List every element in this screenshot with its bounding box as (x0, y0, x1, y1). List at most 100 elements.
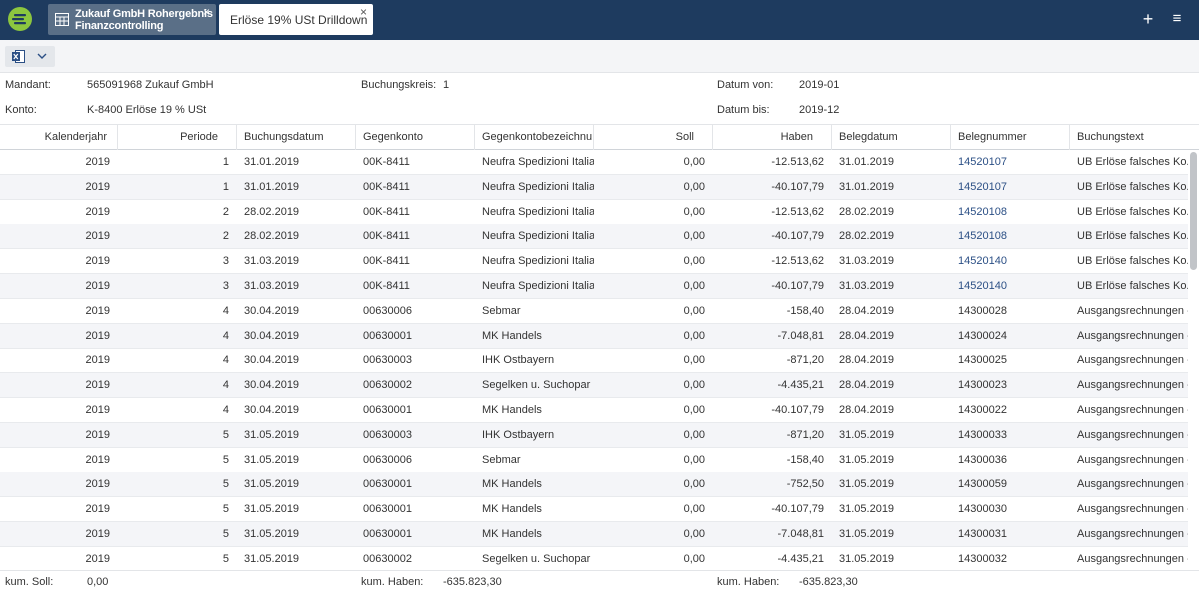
column-header-haben[interactable]: Haben (713, 125, 832, 150)
column-header-buchungstext[interactable]: Buchungstext (1077, 131, 1144, 143)
table-row[interactable]: 2019 4 30.04.2019 00630006 Sebmar 0,00 -158,40… (0, 299, 1188, 324)
cell-buchungsdatum: 31.01.2019 (244, 156, 300, 168)
cell-soll: 0,00 (683, 304, 705, 317)
cell-buchungstext: Ausgangsrechnungen -... (1077, 354, 1188, 367)
close-icon[interactable]: × (202, 5, 210, 19)
cell-buchungsdatum: 30.04.2019 (244, 304, 300, 317)
tab-zukauf-rohergebnis[interactable]: Zukauf GmbH Rohergebnis Finanzcontrollin… (48, 4, 216, 35)
chevron-down-icon[interactable] (36, 50, 48, 62)
cell-soll: 0,00 (683, 280, 705, 292)
cell-belegnummer[interactable]: 14520108 (958, 205, 1007, 218)
cell-gegenkontobezeichnung: Segelken u. Suchopar (482, 552, 591, 565)
column-header-belegdatum[interactable]: Belegdatum (832, 125, 951, 150)
close-icon[interactable]: × (359, 5, 367, 19)
column-header-belegnummer[interactable]: Belegnummer (951, 125, 1070, 150)
cell-gegenkonto: 00K-8411 (363, 280, 410, 292)
mandant-value: 565091968 Zukauf GmbH (87, 79, 214, 91)
table-row[interactable]: 2019 4 30.04.2019 00630001 MK Handels 0,00 -40… (0, 398, 1188, 423)
kum-haben-value-2: -635.823,30 (799, 576, 858, 588)
cell-belegnummer: 14300036 (958, 453, 1007, 466)
table-row[interactable]: 2019 5 31.05.2019 00630002 Segelken u. Sucho… (0, 547, 1188, 570)
table-body: 2019 1 31.01.2019 00K-8411 Neufra Spedizioni… (0, 150, 1188, 570)
cell-buchungsdatum: 31.03.2019 (244, 255, 300, 268)
table-row[interactable]: 2019 1 31.01.2019 00K-8411 Neufra Spedizioni… (0, 150, 1188, 175)
column-header-periode[interactable]: Periode (118, 125, 237, 150)
cell-belegnummer[interactable]: 14520140 (958, 280, 1007, 292)
cell-buchungsdatum: 30.04.2019 (244, 404, 300, 416)
cell-gegenkonto: 00K-8411 (363, 205, 410, 218)
cell-buchungstext: Ausgangsrechnungen -... (1077, 404, 1188, 416)
table-row[interactable]: 2019 1 31.01.2019 00K-8411 Neufra Spedizioni… (0, 174, 1188, 200)
table-row[interactable]: 2019 5 31.05.2019 00630001 MK Handels 0,00 -75… (0, 472, 1188, 498)
cell-belegnummer[interactable]: 14520108 (958, 230, 1007, 243)
cell-soll: 0,00 (683, 156, 705, 168)
cell-periode: 1 (222, 180, 229, 193)
table-row[interactable]: 2019 5 31.05.2019 00630003 IHK Ostbayern 0,00… (0, 422, 1188, 448)
cell-gegenkontobezeichnung: MK Handels (482, 404, 542, 416)
cell-buchungsdatum: 28.02.2019 (244, 230, 300, 243)
app-logo-icon[interactable] (8, 7, 32, 31)
cell-gegenkontobezeichnung: Neufra Spedizioni Italia (482, 280, 594, 292)
cell-soll: 0,00 (683, 528, 705, 540)
cell-belegdatum: 31.05.2019 (839, 503, 895, 516)
cell-buchungsdatum: 31.01.2019 (244, 180, 300, 193)
cell-soll: 0,00 (683, 428, 705, 441)
cell-belegnummer: 14300059 (958, 478, 1007, 491)
cell-kalenderjahr: 2019 (85, 503, 110, 516)
cell-belegnummer[interactable]: 14520107 (958, 180, 1007, 193)
cell-gegenkonto: 00630001 (363, 404, 412, 416)
table-row[interactable]: 2019 3 31.03.2019 00K-8411 Neufra Spedizioni… (0, 249, 1188, 275)
table-row[interactable]: 2019 4 30.04.2019 00630003 IHK Ostbayern 0,00… (0, 348, 1188, 374)
cell-belegdatum: 31.03.2019 (839, 280, 895, 292)
table-row[interactable]: 2019 5 31.05.2019 00630001 MK Handels 0,00 -40… (0, 497, 1188, 523)
column-header-soll[interactable]: Soll (594, 125, 713, 150)
cell-periode: 4 (222, 304, 229, 317)
kum-soll-label: kum. Soll: (5, 576, 54, 588)
cell-belegnummer[interactable]: 14520107 (958, 156, 1007, 168)
cell-gegenkonto: 00630001 (363, 528, 412, 540)
cell-periode: 4 (222, 379, 229, 392)
table-row[interactable]: 2019 4 30.04.2019 00630001 MK Handels 0,00 -7.… (0, 323, 1188, 349)
cell-belegnummer: 14300024 (958, 329, 1007, 342)
tab-erloese-drilldown[interactable]: Erlöse 19% USt Drilldown × (219, 4, 373, 35)
hamburger-menu-icon[interactable]: ≡ (1172, 10, 1182, 27)
tab-title: Erlöse 19% USt Drilldown (230, 13, 368, 27)
cell-periode: 3 (222, 255, 229, 268)
excel-export-button[interactable] (5, 46, 55, 67)
table-row[interactable]: 2019 5 31.05.2019 00630001 MK Handels 0,00 -7.… (0, 522, 1188, 547)
cell-periode: 4 (222, 329, 229, 342)
table-row[interactable]: 2019 4 30.04.2019 00630002 Segelken u. Sucho… (0, 373, 1188, 399)
cell-buchungsdatum: 31.05.2019 (244, 552, 300, 565)
column-header-buchungsdatum[interactable]: Buchungsdatum (237, 125, 356, 150)
table-row[interactable]: 2019 3 31.03.2019 00K-8411 Neufra Spedizioni… (0, 274, 1188, 299)
column-header-gegenkonto[interactable]: Gegenkonto (356, 125, 475, 150)
add-tab-button[interactable]: + (1142, 9, 1154, 29)
cell-kalenderjahr: 2019 (85, 404, 110, 416)
cell-belegdatum: 31.05.2019 (839, 552, 895, 565)
cell-haben: -40.107,79 (771, 404, 824, 416)
column-header-gegenkontobezeichnung[interactable]: Gegenkontobezeichnu... (475, 125, 594, 150)
mandant-label: Mandant: (5, 79, 51, 91)
cell-buchungstext: Ausgangsrechnungen -... (1077, 552, 1188, 565)
cell-gegenkonto: 00630002 (363, 552, 412, 565)
scrollbar-thumb[interactable] (1190, 152, 1197, 270)
cell-buchungstext: UB Erlöse falsches Ko... (1077, 205, 1188, 218)
table-row[interactable]: 2019 2 28.02.2019 00K-8411 Neufra Spedizioni… (0, 200, 1188, 225)
cell-soll: 0,00 (683, 478, 705, 491)
vertical-scrollbar[interactable] (1188, 150, 1199, 570)
cell-belegnummer: 14300025 (958, 354, 1007, 367)
table-row[interactable]: 2019 2 28.02.2019 00K-8411 Neufra Spedizioni… (0, 224, 1188, 250)
excel-icon (12, 50, 25, 63)
buchungskreis-value: 1 (443, 79, 450, 91)
cell-belegnummer: 14300030 (958, 503, 1007, 516)
cell-kalenderjahr: 2019 (85, 280, 110, 292)
cell-belegnummer[interactable]: 14520140 (958, 255, 1007, 268)
cell-soll: 0,00 (683, 552, 705, 565)
cell-kalenderjahr: 2019 (85, 354, 110, 367)
cell-belegdatum: 28.04.2019 (839, 329, 895, 342)
column-header-kalenderjahr[interactable]: Kalenderjahr (0, 125, 118, 150)
table-row[interactable]: 2019 5 31.05.2019 00630006 Sebmar 0,00 -158,40… (0, 448, 1188, 473)
cell-periode: 4 (222, 404, 229, 416)
cell-buchungstext: Ausgangsrechnungen -... (1077, 329, 1188, 342)
cell-belegdatum: 28.04.2019 (839, 379, 895, 392)
